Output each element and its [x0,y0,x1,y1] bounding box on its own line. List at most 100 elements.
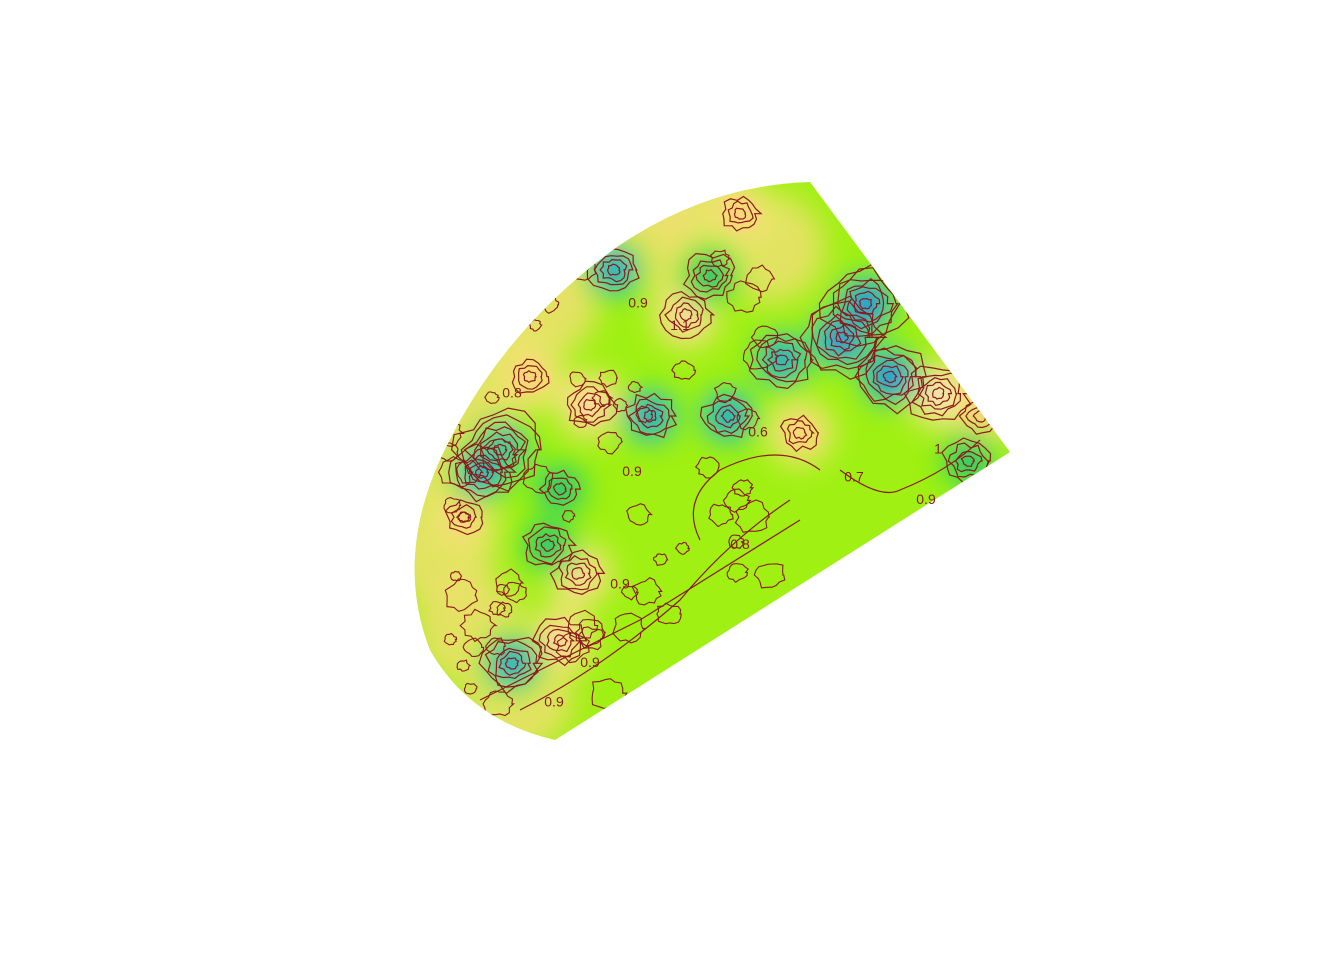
low-spot-fill [951,444,985,478]
contour-ring [667,683,683,698]
contour-ring [456,459,484,484]
contour-ring [829,324,855,351]
contour-ring [736,408,761,431]
contour-ring [488,600,506,616]
contour-ring [597,431,624,455]
contour-ring [674,302,700,328]
low-spot-fill [878,365,902,389]
high-spot-fill [924,379,952,408]
contour-ring [779,414,820,453]
contour-ring [462,637,485,657]
contour-ring [731,479,755,497]
contour-ring [699,393,754,439]
contour-band [479,519,801,701]
contour-ring [858,297,873,310]
contour-ring [503,581,527,604]
contour-ring [706,397,751,434]
contour-ring [753,563,786,589]
domain-fill [414,182,1010,740]
contour-ring [625,392,678,439]
contour-ring [792,427,808,440]
contour-ring [480,438,519,471]
contour-ring [511,358,550,394]
contour-ring [876,365,905,388]
contour-ring [474,465,490,479]
contour-ring [846,286,885,323]
contour-ring [674,541,690,555]
contour-label: 0.9 [628,294,648,310]
contour-ring [496,601,513,618]
contour-band [692,454,821,541]
contour-ring [727,200,754,224]
contour-band [839,439,981,494]
contour-ring [853,290,881,315]
contour-ring [606,263,621,276]
contour-ring [722,195,763,232]
contour-ring [750,325,779,349]
contour-ring [841,278,895,330]
contour-ring [932,386,945,400]
contour-ring [635,405,653,424]
contour-ring [652,553,669,567]
contour-label: 0.8 [502,384,522,400]
contour-ring [495,568,525,597]
contour-ring [464,454,504,490]
contour-ring [664,296,704,333]
contour-ring [679,307,693,321]
contour-ring [882,370,898,384]
contour-ring [570,386,613,423]
contour-ring [498,650,527,676]
contour-ring [734,499,770,533]
contour-ring [573,414,588,428]
contour-ring [438,234,471,264]
contour-ring [460,414,542,488]
contour-ring [547,477,573,500]
contour-ring [450,503,477,529]
contour-ring [620,585,639,601]
contour-ring [443,497,462,514]
contour-ring [482,690,516,717]
contour-ring [459,608,498,643]
contour-ring [522,370,538,384]
contour-ring [960,455,975,467]
contour-ring [599,258,628,283]
contour-ring [456,659,472,672]
contour-ring [702,268,718,283]
contour-ring [917,377,958,410]
contour-ring [523,258,557,290]
contour-ring [485,637,507,656]
contour-ring [496,583,511,596]
contour-ring [823,319,862,357]
contour-ring [561,510,576,523]
contour-ring [493,443,508,456]
contour-ring [549,549,606,595]
contour-ring [522,463,554,494]
contour-ring [521,522,577,566]
contour-ring [569,371,588,388]
contour-ring [469,461,495,483]
contour-ring [627,398,672,435]
contour-ring [450,407,541,492]
contour-ring [924,381,953,407]
contour-ring [786,420,815,445]
contour-ring [593,255,634,286]
contour-band [519,499,791,711]
contour-ring [504,657,520,670]
contour-ring [726,562,749,584]
contour-ring [709,249,732,268]
contour-ring [659,290,716,340]
contour-ring [702,687,730,711]
contour-ring [598,369,619,388]
contour-ring [626,503,653,526]
contour-ring [450,570,463,582]
contour-ring [491,290,525,317]
contour-ring [557,555,600,591]
contour-ring [484,391,500,404]
contour-ring [722,488,752,513]
contour-label: 0.9 [580,654,600,670]
contour-ring [865,354,917,400]
contour-ring [631,577,663,606]
contour-ring [612,612,647,644]
contour-ring [527,526,567,565]
